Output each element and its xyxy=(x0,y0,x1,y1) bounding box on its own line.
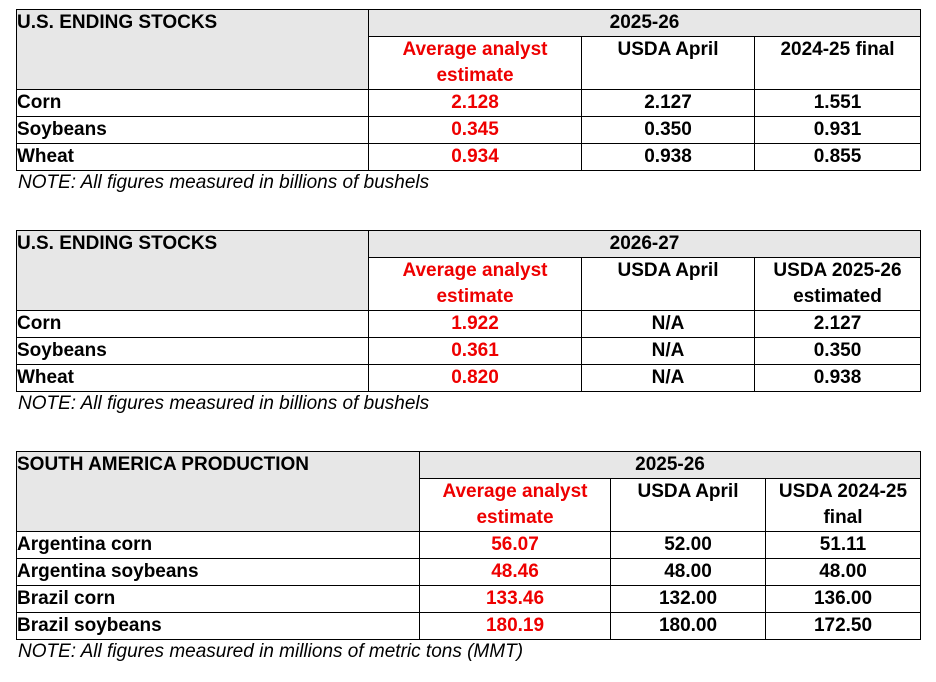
table-title: SOUTH AMERICA PRODUCTION xyxy=(16,451,420,532)
prior-cell: 1.551 xyxy=(754,89,921,117)
analyst-estimate-cell: 133.46 xyxy=(419,585,611,613)
row-label: Argentina soybeans xyxy=(16,558,420,586)
row-label: Corn xyxy=(16,89,369,117)
col-header-analyst-estimate: Average analyst estimate xyxy=(419,478,611,532)
col-header-usda-april: USDA April xyxy=(581,257,755,311)
us-ending-stocks-2025-26-table: U.S. ENDING STOCKS 2025-26 Average analy… xyxy=(16,9,921,171)
table-row: Brazil corn 133.46 132.00 136.00 xyxy=(16,585,921,613)
analyst-estimate-cell: 48.46 xyxy=(419,558,611,586)
year-header: 2026-27 xyxy=(368,230,921,258)
col-header-analyst-estimate: Average analyst estimate xyxy=(368,36,582,90)
table-row: Argentina corn 56.07 52.00 51.11 xyxy=(16,531,921,559)
row-label: Soybeans xyxy=(16,116,369,144)
table-row: Corn 1.922 N/A 2.127 xyxy=(16,310,921,338)
table-row: Argentina soybeans 48.46 48.00 48.00 xyxy=(16,558,921,586)
table-block-1: U.S. ENDING STOCKS 2025-26 Average analy… xyxy=(16,9,921,195)
usda-april-cell: N/A xyxy=(581,337,755,365)
table-note: NOTE: All figures measured in billions o… xyxy=(18,393,430,414)
table-block-3: SOUTH AMERICA PRODUCTION 2025-26 Average… xyxy=(16,451,921,664)
table-row: Soybeans 0.361 N/A 0.350 xyxy=(16,337,921,365)
analyst-estimate-cell: 1.922 xyxy=(368,310,582,338)
analyst-estimate-cell: 180.19 xyxy=(419,612,611,640)
table-row: Corn 2.128 2.127 1.551 xyxy=(16,89,921,117)
col-header-analyst-estimate: Average analyst estimate xyxy=(368,257,582,311)
analyst-estimate-cell: 0.361 xyxy=(368,337,582,365)
row-label: Brazil soybeans xyxy=(16,612,420,640)
year-header: 2025-26 xyxy=(419,451,921,479)
analyst-estimate-cell: 56.07 xyxy=(419,531,611,559)
usda-april-cell: N/A xyxy=(581,364,755,392)
usda-april-cell: N/A xyxy=(581,310,755,338)
row-label: Argentina corn xyxy=(16,531,420,559)
table-title: U.S. ENDING STOCKS xyxy=(16,9,369,90)
prior-cell: 51.11 xyxy=(765,531,921,559)
usda-april-cell: 0.938 xyxy=(581,143,755,171)
analyst-estimate-cell: 0.345 xyxy=(368,116,582,144)
analyst-estimate-cell: 2.128 xyxy=(368,89,582,117)
prior-cell: 2.127 xyxy=(754,310,921,338)
prior-cell: 172.50 xyxy=(765,612,921,640)
table-row: Wheat 0.820 N/A 0.938 xyxy=(16,364,921,392)
analyst-estimate-cell: 0.820 xyxy=(368,364,582,392)
table-note: NOTE: All figures measured in millions o… xyxy=(18,641,524,662)
row-label: Wheat xyxy=(16,364,369,392)
table-note: NOTE: All figures measured in billions o… xyxy=(18,172,430,193)
usda-april-cell: 0.350 xyxy=(581,116,755,144)
col-header-usda-april: USDA April xyxy=(581,36,755,90)
table-row: Soybeans 0.345 0.350 0.931 xyxy=(16,116,921,144)
col-header-prior-final: USDA 2024-25 final xyxy=(765,478,921,532)
col-header-prior-final: 2024-25 final xyxy=(754,36,921,90)
usda-april-cell: 52.00 xyxy=(610,531,766,559)
row-label: Soybeans xyxy=(16,337,369,365)
south-america-production-table: SOUTH AMERICA PRODUCTION 2025-26 Average… xyxy=(16,451,921,640)
table-title: U.S. ENDING STOCKS xyxy=(16,230,369,311)
usda-april-cell: 180.00 xyxy=(610,612,766,640)
usda-april-cell: 48.00 xyxy=(610,558,766,586)
table-block-2: U.S. ENDING STOCKS 2026-27 Average analy… xyxy=(16,230,921,416)
usda-april-cell: 132.00 xyxy=(610,585,766,613)
prior-cell: 0.931 xyxy=(754,116,921,144)
prior-cell: 0.350 xyxy=(754,337,921,365)
prior-cell: 48.00 xyxy=(765,558,921,586)
table-row: Brazil soybeans 180.19 180.00 172.50 xyxy=(16,612,921,640)
col-header-usda-april: USDA April xyxy=(610,478,766,532)
row-label: Brazil corn xyxy=(16,585,420,613)
table-row: Wheat 0.934 0.938 0.855 xyxy=(16,143,921,171)
usda-april-cell: 2.127 xyxy=(581,89,755,117)
prior-cell: 0.855 xyxy=(754,143,921,171)
row-label: Corn xyxy=(16,310,369,338)
row-label: Wheat xyxy=(16,143,369,171)
analyst-estimate-cell: 0.934 xyxy=(368,143,582,171)
year-header: 2025-26 xyxy=(368,9,921,37)
prior-cell: 0.938 xyxy=(754,364,921,392)
us-ending-stocks-2026-27-table: U.S. ENDING STOCKS 2026-27 Average analy… xyxy=(16,230,921,392)
prior-cell: 136.00 xyxy=(765,585,921,613)
col-header-usda-estimated: USDA 2025-26 estimated xyxy=(754,257,921,311)
